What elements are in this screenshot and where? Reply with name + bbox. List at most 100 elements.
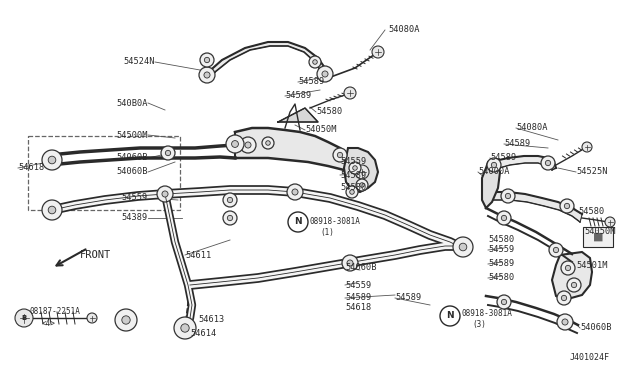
Circle shape (287, 184, 303, 200)
Circle shape (554, 247, 559, 253)
Circle shape (262, 137, 274, 149)
Circle shape (372, 46, 384, 58)
Text: 54589: 54589 (345, 294, 371, 302)
Text: 54580: 54580 (488, 235, 515, 244)
Circle shape (353, 166, 357, 170)
Text: N: N (446, 311, 454, 321)
Text: 54559: 54559 (122, 193, 148, 202)
Text: 54060B: 54060B (116, 154, 148, 163)
Circle shape (200, 53, 214, 67)
Circle shape (460, 243, 467, 251)
Text: <4>: <4> (42, 320, 56, 328)
Circle shape (560, 199, 574, 213)
Circle shape (337, 153, 342, 158)
Text: 54580: 54580 (488, 273, 515, 282)
Circle shape (545, 160, 550, 166)
Circle shape (226, 135, 244, 153)
Text: 54589: 54589 (340, 170, 366, 180)
Circle shape (564, 203, 570, 209)
Circle shape (223, 211, 237, 225)
Text: 54050M: 54050M (584, 228, 616, 237)
Circle shape (344, 87, 356, 99)
Text: 54580: 54580 (340, 183, 366, 192)
Circle shape (565, 265, 571, 271)
Text: 54614: 54614 (190, 330, 216, 339)
Circle shape (561, 261, 575, 275)
Text: FRONT: FRONT (80, 250, 111, 260)
Circle shape (87, 313, 97, 323)
Polygon shape (278, 108, 318, 122)
Circle shape (245, 142, 251, 148)
Text: 54060B: 54060B (116, 167, 148, 176)
Circle shape (497, 211, 511, 225)
Circle shape (227, 197, 233, 203)
Polygon shape (490, 156, 556, 170)
Text: 54389: 54389 (122, 214, 148, 222)
Circle shape (360, 183, 364, 187)
Text: 54580: 54580 (316, 108, 342, 116)
Circle shape (181, 324, 189, 332)
Circle shape (501, 299, 507, 305)
Polygon shape (552, 252, 592, 300)
Circle shape (453, 237, 473, 257)
Circle shape (161, 146, 175, 160)
Text: 54559: 54559 (488, 246, 515, 254)
Text: (1): (1) (320, 228, 334, 237)
Circle shape (162, 191, 168, 197)
Circle shape (48, 156, 56, 164)
Circle shape (347, 260, 353, 266)
Text: 54559: 54559 (340, 157, 366, 167)
Text: ■: ■ (593, 232, 604, 242)
Circle shape (501, 215, 507, 221)
Text: 54559: 54559 (345, 280, 371, 289)
Circle shape (227, 215, 233, 221)
Polygon shape (490, 192, 582, 222)
Text: 54500M: 54500M (116, 131, 148, 140)
Text: 08918-3081A: 08918-3081A (310, 218, 361, 227)
Circle shape (42, 150, 62, 170)
Text: 54501M: 54501M (576, 262, 607, 270)
Text: 54613: 54613 (198, 315, 224, 324)
Circle shape (288, 212, 308, 232)
Circle shape (322, 71, 328, 77)
Circle shape (223, 193, 237, 207)
Polygon shape (205, 42, 328, 78)
Circle shape (349, 162, 361, 174)
Circle shape (48, 206, 56, 214)
Circle shape (582, 142, 592, 152)
Circle shape (561, 295, 566, 301)
Circle shape (115, 309, 137, 331)
Circle shape (557, 314, 573, 330)
Circle shape (541, 156, 555, 170)
Circle shape (317, 66, 333, 82)
Polygon shape (482, 162, 500, 208)
Text: 54589: 54589 (488, 260, 515, 269)
Text: 54060B: 54060B (580, 324, 611, 333)
Text: (3): (3) (472, 321, 486, 330)
Circle shape (42, 200, 62, 220)
Text: 54050M: 54050M (305, 125, 337, 135)
Text: 54618: 54618 (345, 304, 371, 312)
Circle shape (122, 316, 130, 324)
Text: 540B0A: 540B0A (116, 99, 148, 108)
Text: 54589: 54589 (504, 140, 531, 148)
Circle shape (349, 190, 355, 194)
Text: J401024F: J401024F (570, 353, 610, 362)
Polygon shape (235, 128, 360, 178)
Circle shape (572, 282, 577, 288)
Text: 08187-2251A: 08187-2251A (30, 308, 81, 317)
Text: 54589: 54589 (490, 154, 516, 163)
Text: 54525N: 54525N (576, 167, 607, 176)
Text: 54524N: 54524N (124, 58, 155, 67)
Circle shape (157, 186, 173, 202)
Text: 54589: 54589 (285, 92, 311, 100)
Circle shape (204, 57, 210, 62)
Text: 54611: 54611 (185, 250, 211, 260)
Circle shape (15, 309, 33, 327)
Text: 54589: 54589 (395, 294, 421, 302)
Circle shape (440, 306, 460, 326)
Circle shape (567, 278, 581, 292)
Circle shape (204, 72, 210, 78)
Circle shape (497, 295, 511, 309)
Circle shape (346, 186, 358, 198)
